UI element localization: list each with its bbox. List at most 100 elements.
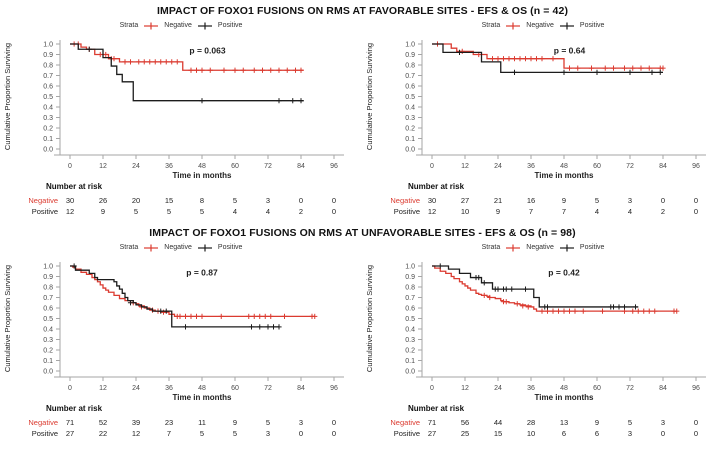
risk-value: 3 <box>628 429 632 438</box>
risk-value: 21 <box>494 196 502 205</box>
svg-text:24: 24 <box>494 163 502 170</box>
svg-text:12: 12 <box>99 385 107 392</box>
risk-value: 25 <box>461 429 469 438</box>
positive-censor-marker-icon <box>559 244 575 252</box>
risk-table: Number at risk Negative 71 56 44 28 13 9 5 3 0 Posi… <box>390 404 698 438</box>
p-value-label: p = 0.42 <box>548 267 580 277</box>
svg-text:60: 60 <box>231 385 239 392</box>
risk-value: 3 <box>628 196 632 205</box>
svg-text:1.0: 1.0 <box>43 264 53 271</box>
censor-marks-positive <box>456 49 663 75</box>
legend-negative-label: Negative <box>526 244 554 251</box>
risk-value: 2 <box>661 207 665 216</box>
risk-value: 20 <box>132 196 140 205</box>
svg-text:0.0: 0.0 <box>405 147 415 154</box>
svg-text:0.7: 0.7 <box>405 295 415 302</box>
svg-text:60: 60 <box>593 385 601 392</box>
svg-text:60: 60 <box>593 163 601 170</box>
risk-value: 15 <box>165 196 173 205</box>
risk-value: 9 <box>496 207 500 216</box>
svg-text:0.4: 0.4 <box>43 327 53 334</box>
svg-text:0.5: 0.5 <box>43 94 53 101</box>
svg-text:72: 72 <box>626 163 634 170</box>
section-title-unfavorable: IMPACT OF FOXO1 FUSIONS ON RMS AT UNFAVO… <box>149 227 576 239</box>
risk-value: 27 <box>428 429 436 438</box>
risk-row-label: Positive <box>394 207 420 216</box>
p-value-label: p = 0.063 <box>189 45 225 55</box>
risk-value: 26 <box>99 196 107 205</box>
km-panel: Strata Negative Positive 1.0 0.9 0.8 0.7 0.6… <box>0 17 362 222</box>
svg-text:24: 24 <box>132 163 140 170</box>
svg-text:0.2: 0.2 <box>405 348 415 355</box>
svg-text:0.9: 0.9 <box>405 274 415 281</box>
section-title-favorable: IMPACT OF FOXO1 FUSIONS ON RMS AT FAVORA… <box>156 5 569 17</box>
risk-value: 10 <box>461 207 469 216</box>
strata-legend: Strata Negative Positive <box>362 241 724 254</box>
svg-text:0.4: 0.4 <box>405 327 415 334</box>
risk-row-label: Positive <box>394 429 420 438</box>
svg-text:0.8: 0.8 <box>405 285 415 292</box>
svg-text:0.1: 0.1 <box>405 136 415 143</box>
svg-text:36: 36 <box>527 385 535 392</box>
legend-negative-label: Negative <box>164 244 192 251</box>
svg-text:0.5: 0.5 <box>405 94 415 101</box>
svg-text:60: 60 <box>231 163 239 170</box>
svg-text:0.2: 0.2 <box>405 126 415 133</box>
km-panel: Strata Negative Positive 1.0 0.9 0.8 0.7 0.6… <box>362 239 724 444</box>
risk-row-label: Negative <box>28 196 58 205</box>
negative-censor-marker-icon <box>143 244 159 252</box>
risk-value: 4 <box>628 207 632 216</box>
censor-marks-positive <box>86 46 304 104</box>
risk-value: 27 <box>66 429 74 438</box>
negative-censor-marker-icon <box>505 244 521 252</box>
svg-text:0.2: 0.2 <box>43 348 53 355</box>
risk-value: 12 <box>66 207 74 216</box>
risk-row-label: Negative <box>28 418 58 427</box>
risk-value: 5 <box>233 196 237 205</box>
svg-text:0.4: 0.4 <box>43 105 53 112</box>
censor-marks-positive <box>437 263 639 310</box>
risk-value: 0 <box>332 418 336 427</box>
risk-value: 11 <box>198 418 206 427</box>
risk-value: 10 <box>527 429 535 438</box>
svg-text:96: 96 <box>692 163 700 170</box>
strata-legend: Strata Negative Positive <box>0 241 362 254</box>
positive-censor-marker-icon <box>197 244 213 252</box>
risk-value: 9 <box>101 207 105 216</box>
legend-positive-label: Positive <box>217 244 243 251</box>
svg-text:72: 72 <box>626 385 634 392</box>
risk-value: 0 <box>694 196 698 205</box>
km-chart-os-favorable-sites: 1.00.90.80.70.60.50.40.30.20.10.00 12 24 36… <box>365 40 706 216</box>
svg-text:48: 48 <box>198 163 206 170</box>
risk-value: 3 <box>266 196 270 205</box>
axes: 1.0 0.9 0.8 0.7 0.6 0.5 0.4 0.3 0.2 0.1 0.0 0 12 24 36… <box>3 262 344 402</box>
y-axis-label: Cumulative Proportion Surviving <box>365 43 374 150</box>
svg-text:0: 0 <box>68 163 72 170</box>
risk-value: 15 <box>494 429 502 438</box>
legend-negative-label: Negative <box>164 22 192 29</box>
svg-text:0.0: 0.0 <box>43 147 53 154</box>
series-negative <box>432 265 680 314</box>
p-value-label: p = 0.87 <box>186 267 218 277</box>
risk-value: 5 <box>595 196 599 205</box>
svg-text:0.3: 0.3 <box>405 337 415 344</box>
x-axis-label: Time in months <box>173 171 233 180</box>
series-positive <box>432 263 639 310</box>
svg-text:72: 72 <box>264 163 272 170</box>
risk-value: 2 <box>299 207 303 216</box>
risk-value: 52 <box>99 418 107 427</box>
risk-value: 71 <box>66 418 74 427</box>
risk-row-label: Negative <box>390 196 420 205</box>
risk-value: 5 <box>628 418 632 427</box>
svg-text:0.6: 0.6 <box>43 84 53 91</box>
svg-text:1.0: 1.0 <box>405 42 415 49</box>
risk-value: 23 <box>165 418 173 427</box>
censor-marks-negative <box>434 41 666 71</box>
svg-text:0.9: 0.9 <box>43 274 53 281</box>
svg-text:72: 72 <box>264 385 272 392</box>
km-chart-efs-unfavorable-sites: 1.00.90.80.70.60.50.40.30.20.10.00 12 24 36… <box>3 262 344 438</box>
series-positive <box>70 43 304 104</box>
risk-value: 0 <box>661 429 665 438</box>
risk-value: 5 <box>200 207 204 216</box>
